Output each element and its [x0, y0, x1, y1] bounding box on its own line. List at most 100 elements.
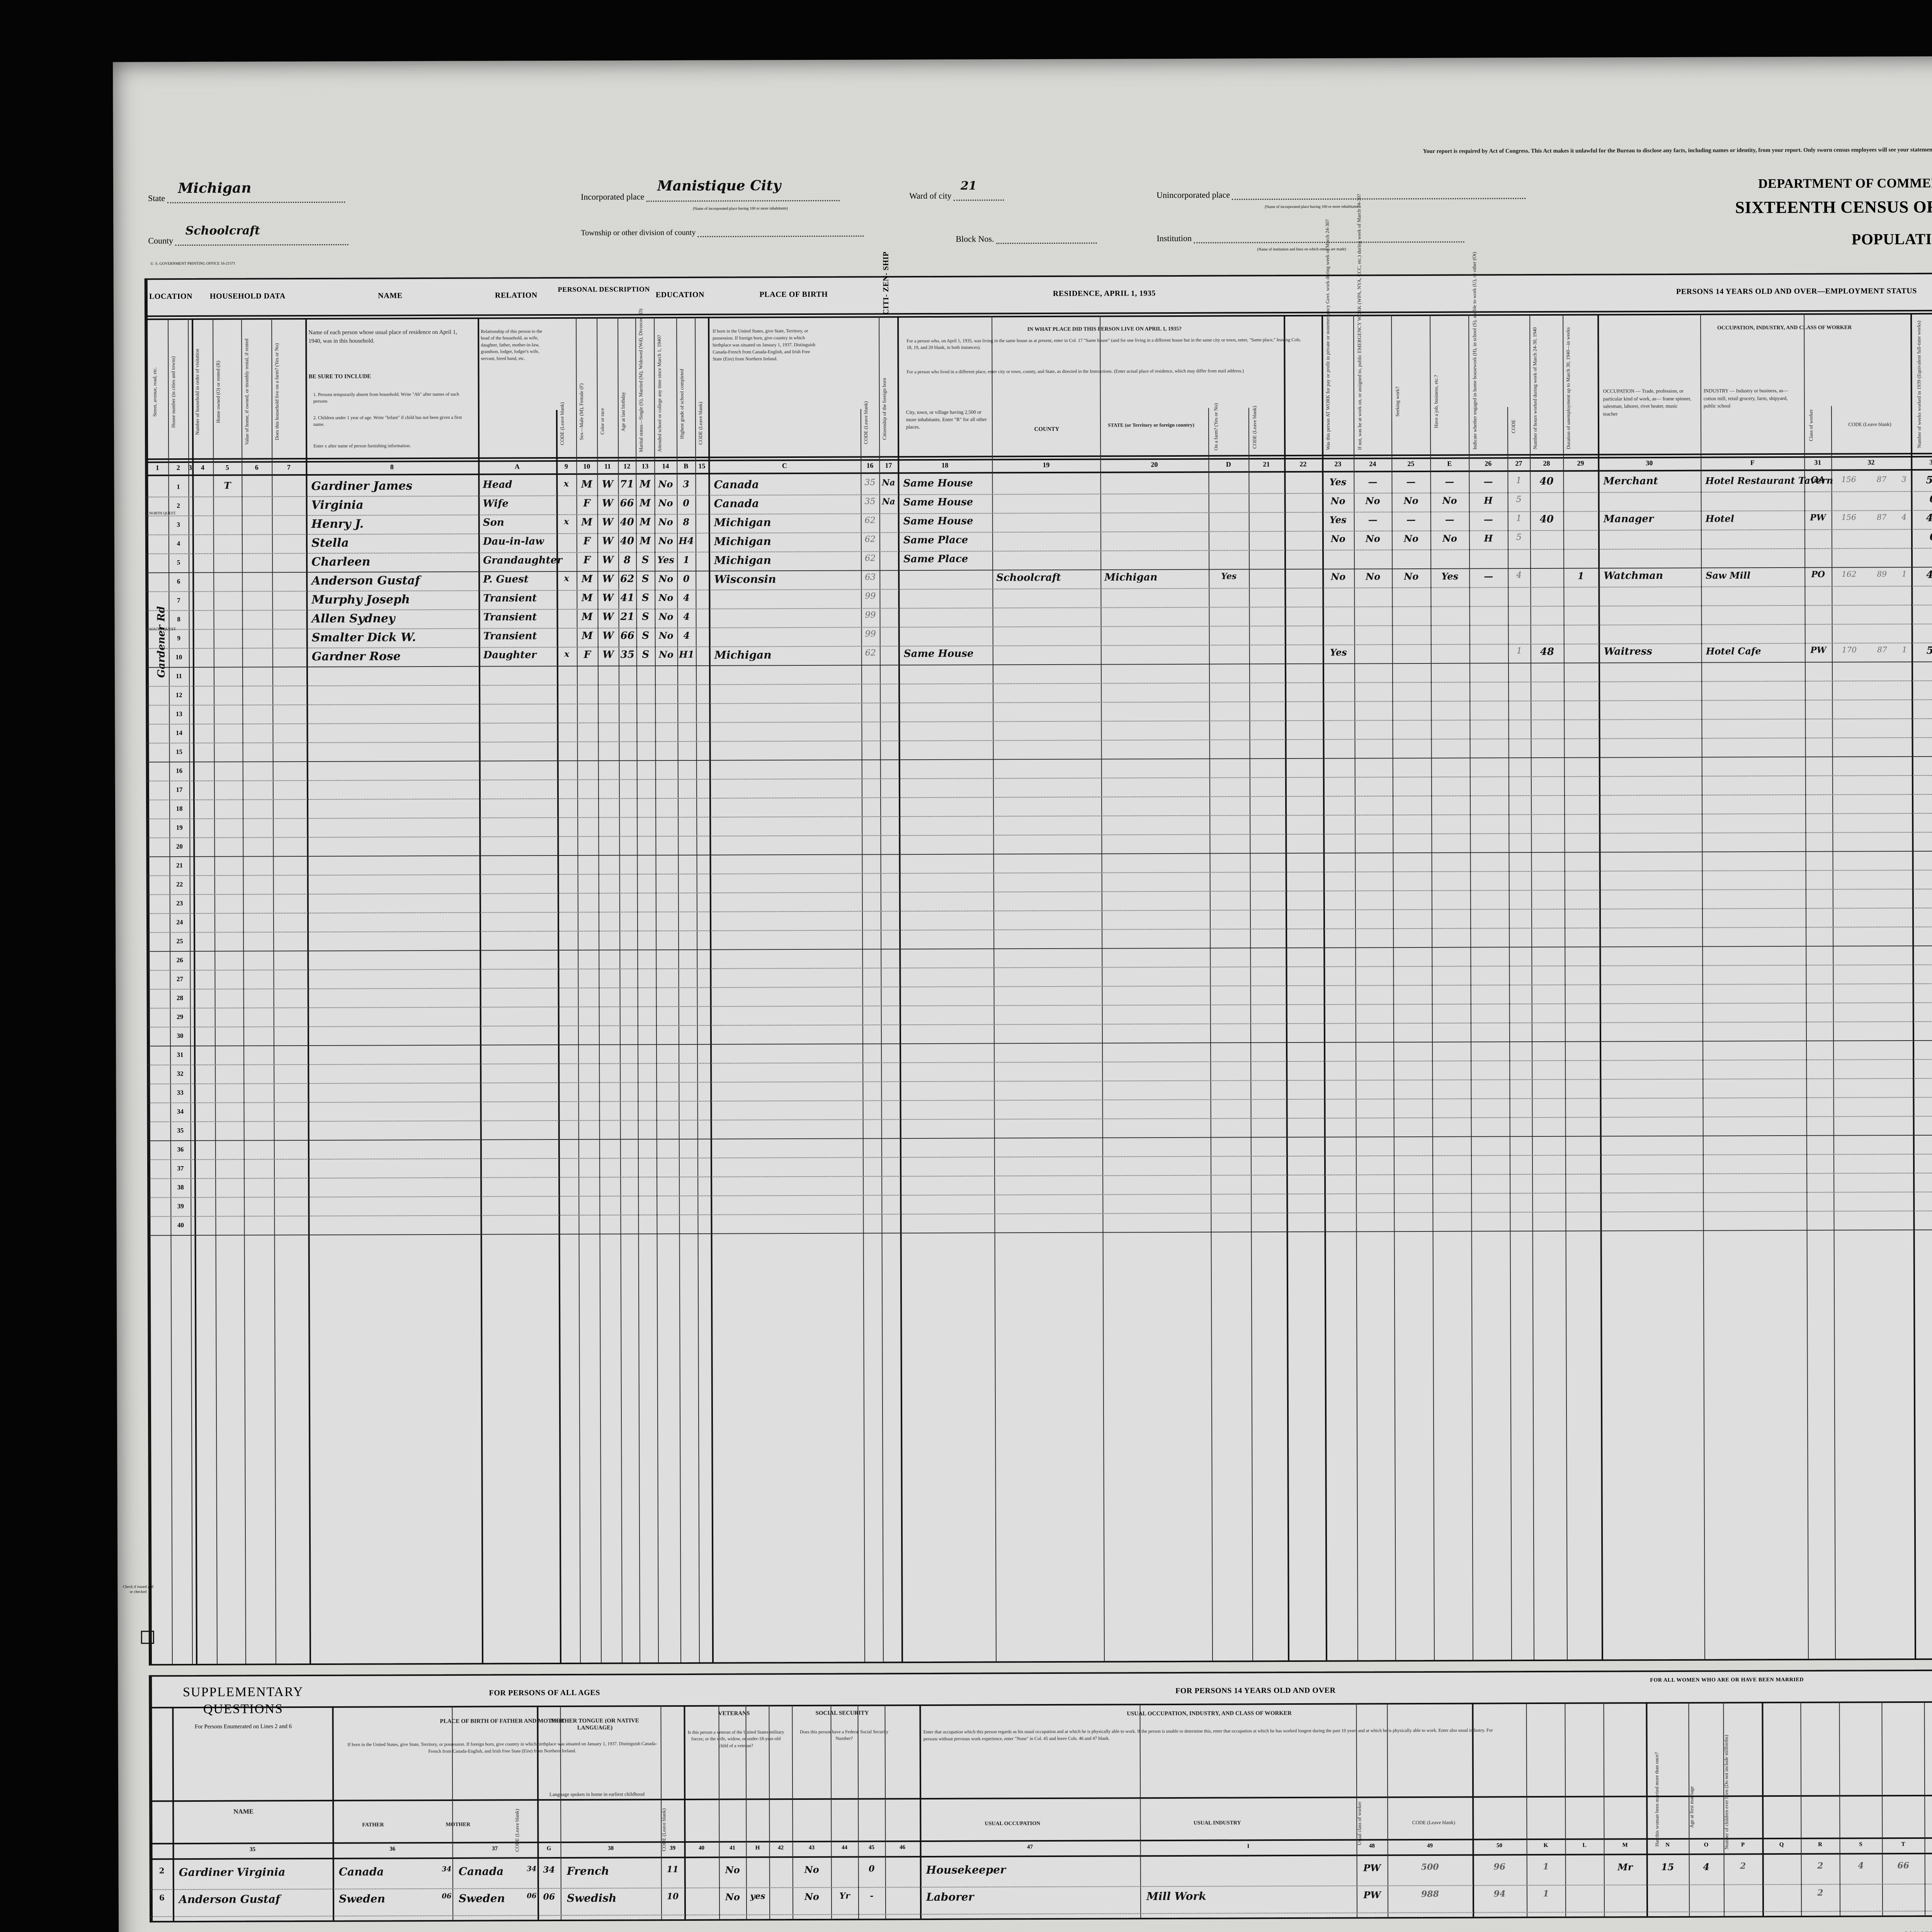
column-number: 11: [604, 462, 611, 470]
cell-c21: Yes: [1329, 476, 1347, 488]
column-number: 2: [176, 464, 180, 472]
line-number: 36: [177, 1146, 184, 1153]
cell-c31-code: 87: [1877, 645, 1887, 655]
table-rule: [1208, 408, 1213, 1661]
margin-mark-south: SOUTH QUEST.: [149, 627, 177, 632]
cell-grade: 4: [683, 611, 690, 622]
supp-column-number: L: [1582, 1842, 1587, 1849]
privacy-notice: Your report is required by Act of Congre…: [1423, 145, 1932, 155]
unincorporated-place-field[interactable]: Unincorporated place: [1156, 189, 1526, 200]
line-number: 5: [177, 559, 180, 566]
cell-c21: Yes: [1329, 514, 1347, 526]
cell-code-a: x: [564, 649, 570, 659]
supp-column-number: 43: [809, 1844, 815, 1851]
line-number: 18: [176, 805, 183, 813]
institution-field[interactable]: Institution: [1156, 232, 1464, 244]
incorporated-place-field[interactable]: Incorporated place Manistique City: [581, 177, 840, 202]
table-row-rule: [149, 1189, 1932, 1198]
group-header-citizenship: CITI- ZEN- SHIP: [881, 251, 891, 315]
line-number: 25: [176, 937, 183, 945]
supp-rule: [1881, 1701, 1883, 1916]
cell-age: 62: [620, 573, 634, 585]
line-number: 33: [177, 1089, 184, 1097]
column-number: 16: [866, 461, 874, 469]
table-row-rule: [148, 1000, 1932, 1009]
cell-grade: 0: [683, 497, 690, 509]
supp-rule: [1603, 1702, 1605, 1917]
line-number: 21: [176, 862, 183, 869]
cell-marital: M: [639, 535, 651, 547]
table-row-rule: [149, 1227, 1932, 1236]
supp-rule: [537, 1706, 539, 1920]
state-value: Michigan: [178, 180, 252, 197]
colhdr-code-a: CODE (Leave blank): [559, 402, 565, 445]
cell-code-c: 35: [864, 478, 876, 488]
supp-column-number: R: [1818, 1841, 1822, 1848]
supp-column-number: 40: [699, 1845, 705, 1851]
cell-race: W: [602, 516, 614, 528]
supp-colhdr-tongue: MOTHER TONGUE (OR NATIVE LANGUAGE): [551, 1718, 639, 1731]
cell-occupation: Manager: [1603, 513, 1654, 525]
cell-age: 8: [623, 554, 631, 566]
colhdr-code-c: CODE (Leave blank): [862, 401, 869, 444]
supplementary-title: SUPPLEMENTARY QUESTIONS For Persons Enum…: [166, 1685, 320, 1730]
cell-age: 41: [620, 592, 634, 604]
supp-colhdr-social-security: SOCIAL SECURITY: [815, 1710, 869, 1716]
column-number: 26: [1485, 459, 1492, 468]
cell-weeks-worked: 52: [1926, 645, 1932, 656]
table-row-rule: [148, 943, 1932, 952]
margin-mark-north: NORTH QUEST.: [149, 511, 177, 516]
supp-cell-usual-occ: Housekeeper: [926, 1863, 1006, 1877]
cell-class: PW: [1810, 512, 1826, 523]
township-field[interactable]: Township or other division of county: [581, 226, 864, 237]
supp-cell-code-i: 988: [1421, 1889, 1439, 1899]
check-box-mark[interactable]: [141, 1631, 154, 1644]
cell-c31-code: 87: [1876, 474, 1887, 484]
colhdr-street: Street, avenue, road, etc.: [151, 367, 158, 417]
column-number: 9: [564, 462, 568, 470]
colhdr-residence-title: IN WHAT PLACE DID THIS PERSON LIVE ON AP…: [1027, 326, 1182, 333]
supp-column-number: H: [755, 1845, 760, 1851]
incorporated-place-label: Incorporated place: [581, 192, 645, 202]
cell-code-c: 63: [865, 572, 876, 582]
line-number: 38: [177, 1184, 184, 1191]
cell-school: No: [658, 611, 673, 622]
supp-colhdr-women-married: Has this woman been married more than on…: [1653, 1752, 1660, 1847]
cell-code-c: 35: [864, 497, 876, 507]
table-row-rule: [149, 1208, 1932, 1217]
supp-column-number: 42: [778, 1845, 784, 1851]
ward-field[interactable]: Ward of city 21: [909, 179, 1004, 201]
colhdr-residence-state: STATE (or Territory or foreign country): [1108, 422, 1194, 428]
colhdr-place-of-birth: If born in the United States, give State…: [713, 328, 815, 362]
check-if-special-note: Check if issued and or checked: [123, 1585, 153, 1594]
supp-column-numbers: 35 36 37 G 38 39 40 41 H 42 43 44 45 46 47 I 48 49 50 K L M N O…: [150, 1669, 1932, 1852]
supp-column-number: 47: [1027, 1844, 1033, 1850]
cell-sex: M: [581, 592, 593, 604]
cell-race: W: [602, 478, 614, 490]
colhdr-residence-city: City, town, or village having 2,500 or m…: [906, 409, 987, 430]
table-rule: [146, 280, 152, 1664]
colhdr-residence-county: COUNTY: [1034, 426, 1060, 433]
supplementary-questions-table: SUPPLEMENTARY QUESTIONS For Persons Enum…: [149, 1667, 1932, 1923]
group-header-personal-description: PERSONAL DESCRIPTION: [558, 285, 650, 293]
column-number: F: [1750, 459, 1755, 467]
supp-column-number: 35: [250, 1846, 256, 1853]
county-field[interactable]: County Schoolcraft: [148, 224, 349, 246]
state-field[interactable]: State Michigan: [148, 180, 345, 204]
colhdr-code-d: CODE (Leave blank): [1251, 405, 1258, 449]
supp-group-14-over: FOR PERSONS 14 YEARS OLD AND OVER: [1175, 1686, 1336, 1695]
line-number: 24: [176, 918, 183, 926]
block-no-field[interactable]: Block Nos.: [956, 233, 1097, 244]
column-number: D: [1226, 460, 1231, 468]
cell-race: W: [602, 497, 614, 509]
cell-name: Murphy Joseph: [311, 593, 410, 607]
cell-race: W: [602, 611, 614, 623]
table-data-rows: T Gardiner James Head x M W 71 M No 3 Canada 35 Na Sa…: [146, 272, 1932, 1236]
colhdr-name-footer: Enter x after name of person furnishing …: [313, 443, 411, 449]
cell-weeks-worked: 0: [1929, 493, 1932, 505]
supp-column-number: 46: [900, 1844, 906, 1851]
table-rule: [241, 318, 247, 1664]
cell-c25: H: [1484, 495, 1493, 506]
supp-group-office-use: FOR OFFICE USE ONLY—DO NOT WRITE IN THES…: [1827, 1682, 1932, 1694]
colhdr-seeking-work: Seeking work?: [1394, 386, 1400, 417]
